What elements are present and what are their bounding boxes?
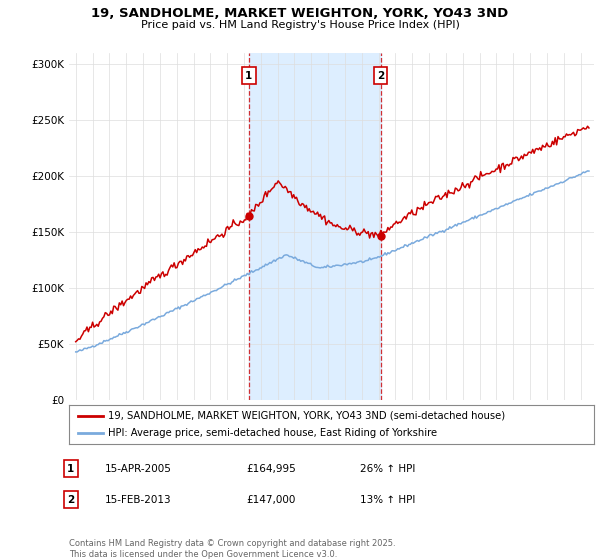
Text: 1: 1 xyxy=(245,71,253,81)
Text: 2: 2 xyxy=(377,71,384,81)
Text: 13% ↑ HPI: 13% ↑ HPI xyxy=(360,494,415,505)
Text: 2: 2 xyxy=(67,494,74,505)
Text: 15-FEB-2013: 15-FEB-2013 xyxy=(105,494,172,505)
Text: HPI: Average price, semi-detached house, East Riding of Yorkshire: HPI: Average price, semi-detached house,… xyxy=(109,428,437,438)
Text: 26% ↑ HPI: 26% ↑ HPI xyxy=(360,464,415,474)
Text: 15-APR-2005: 15-APR-2005 xyxy=(105,464,172,474)
Text: 19, SANDHOLME, MARKET WEIGHTON, YORK, YO43 3ND: 19, SANDHOLME, MARKET WEIGHTON, YORK, YO… xyxy=(91,7,509,20)
Text: Contains HM Land Registry data © Crown copyright and database right 2025.
This d: Contains HM Land Registry data © Crown c… xyxy=(69,539,395,559)
Text: 19, SANDHOLME, MARKET WEIGHTON, YORK, YO43 3ND (semi-detached house): 19, SANDHOLME, MARKET WEIGHTON, YORK, YO… xyxy=(109,410,505,421)
Text: Price paid vs. HM Land Registry's House Price Index (HPI): Price paid vs. HM Land Registry's House … xyxy=(140,20,460,30)
Text: £147,000: £147,000 xyxy=(246,494,295,505)
Bar xyxy=(249,53,380,400)
Text: £164,995: £164,995 xyxy=(246,464,296,474)
Text: 1: 1 xyxy=(67,464,74,474)
